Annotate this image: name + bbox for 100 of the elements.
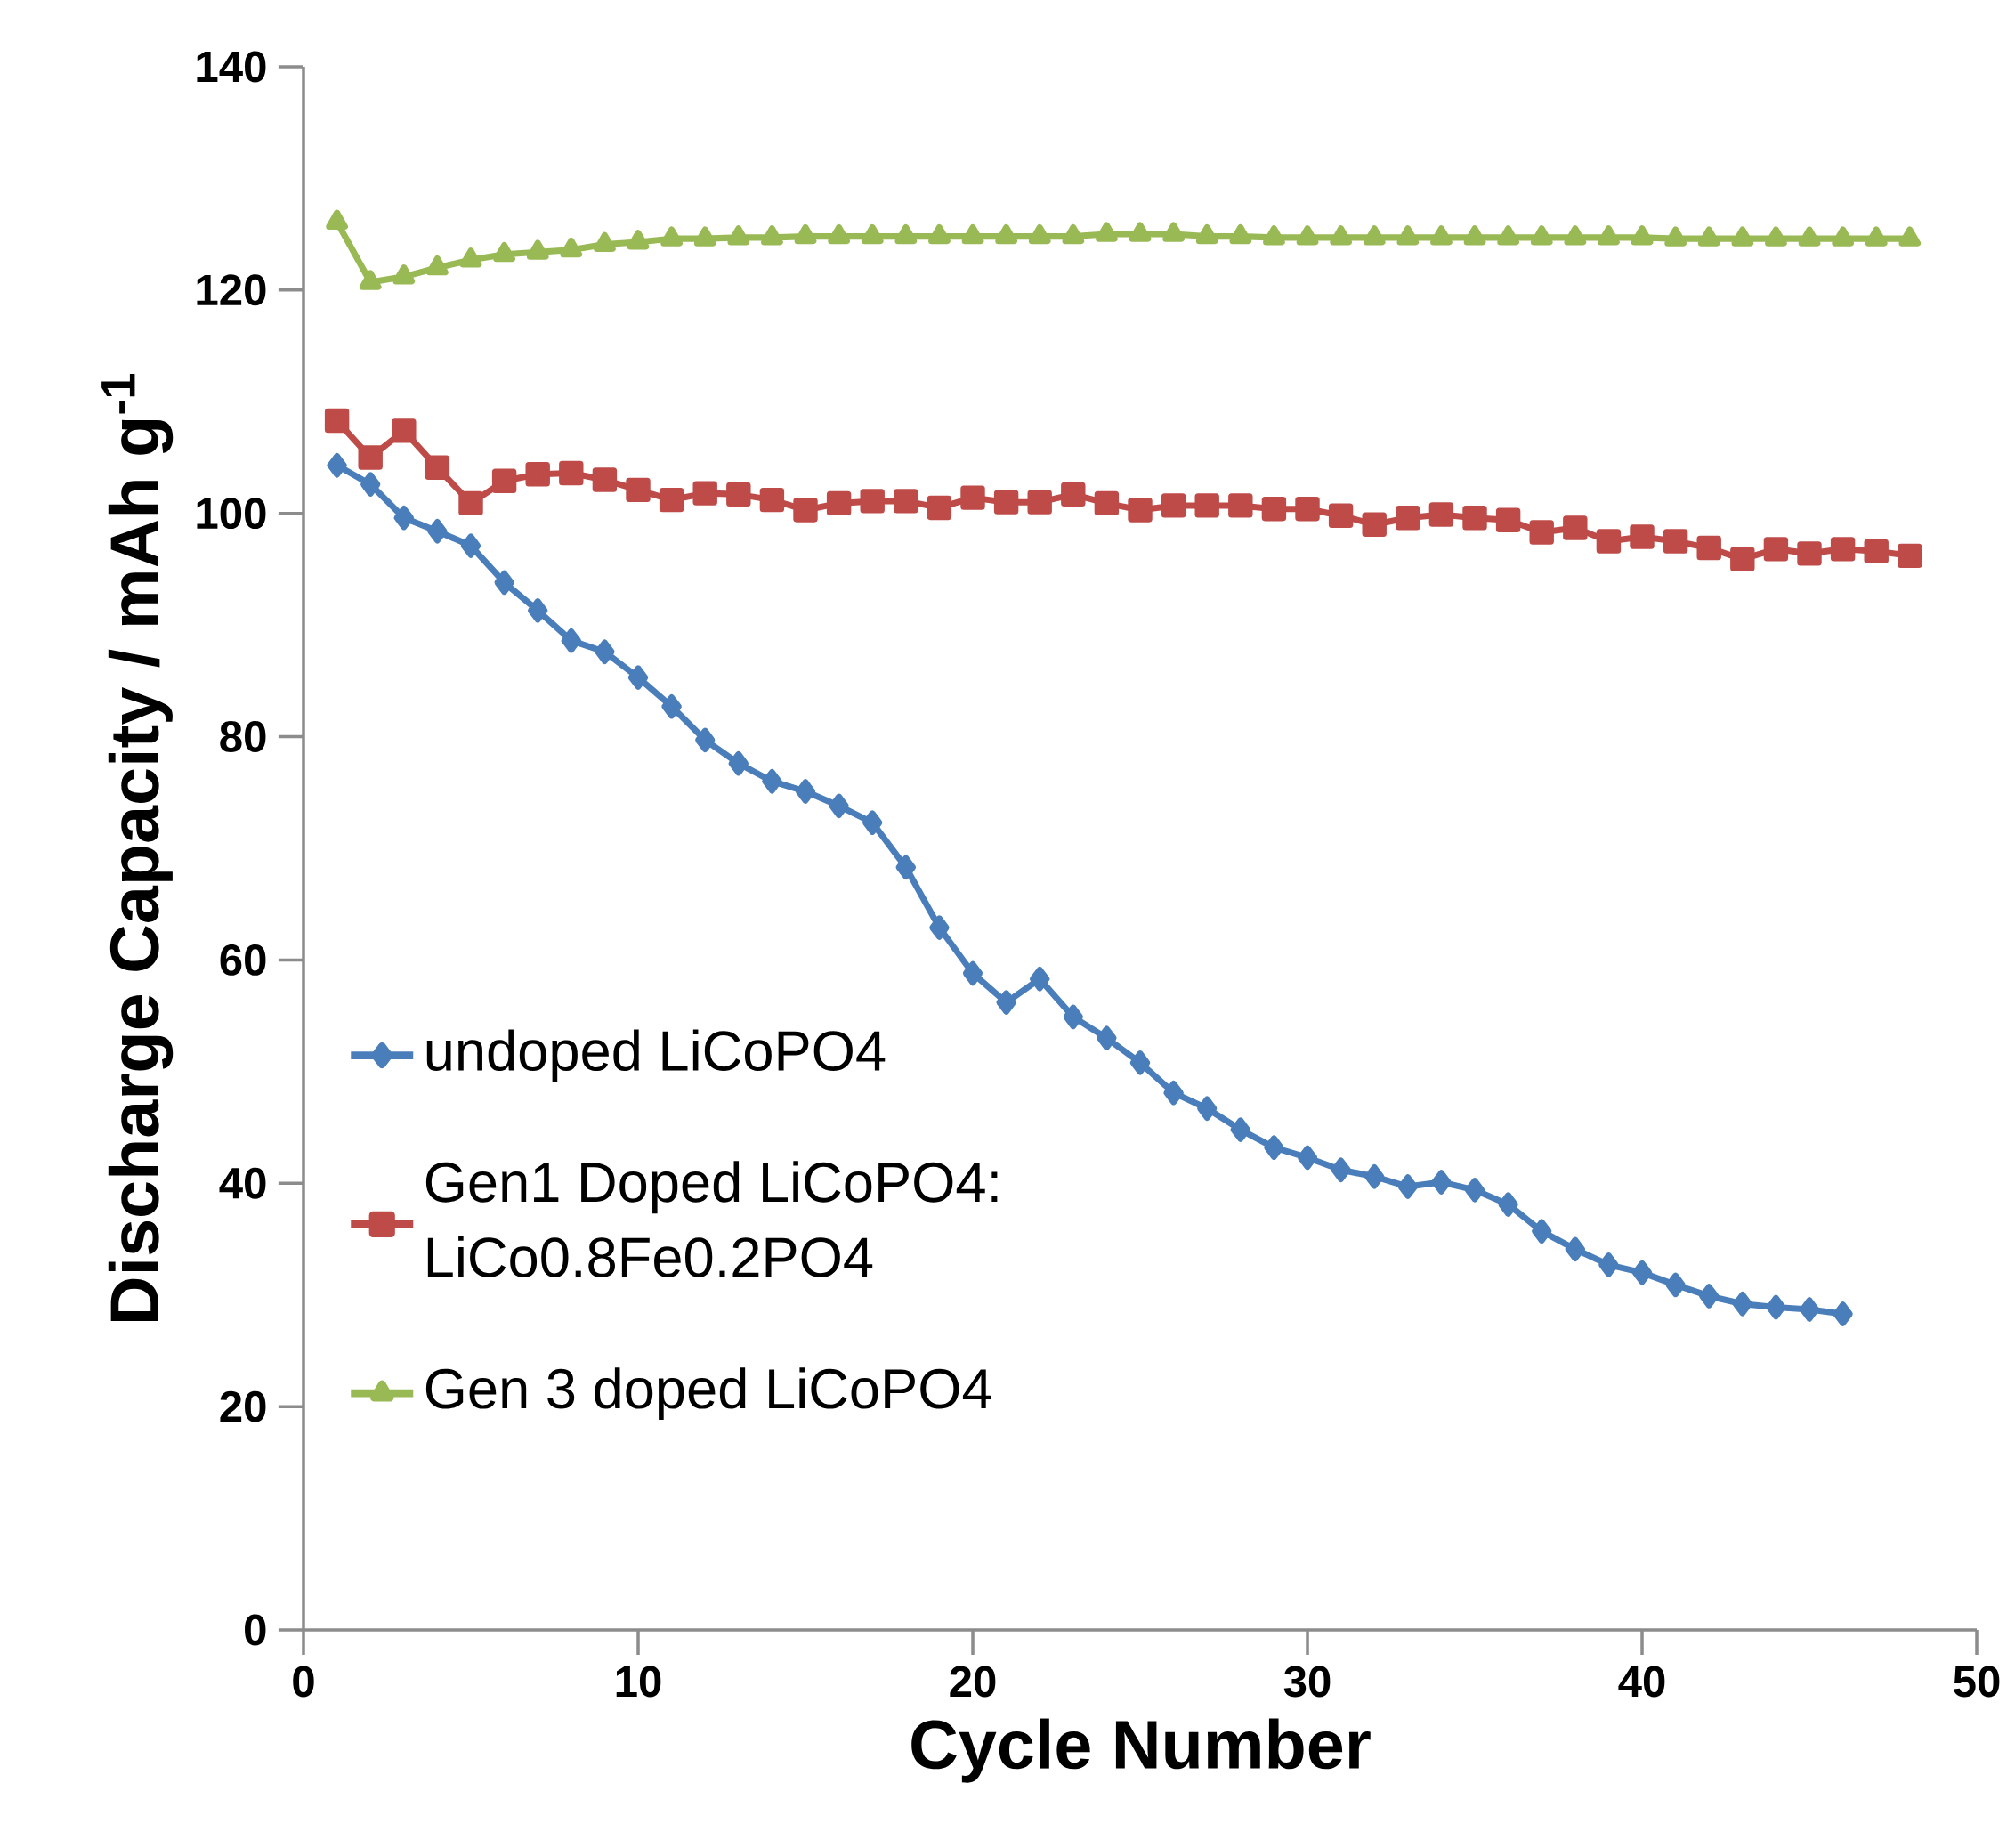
y-tick-label: 120: [197, 274, 266, 306]
x-tick-label: 20: [950, 1666, 996, 1698]
point: [1830, 537, 1856, 562]
point: [1833, 1301, 1853, 1326]
point: [1330, 225, 1352, 246]
point: [1898, 543, 1922, 569]
point: [895, 855, 916, 880]
point: [460, 533, 481, 558]
point: [1297, 1145, 1318, 1171]
point: [1596, 529, 1622, 554]
point: [1195, 223, 1218, 245]
point: [592, 467, 618, 492]
point: [1864, 539, 1889, 564]
point: [1798, 226, 1821, 247]
point: [794, 223, 817, 245]
point: [727, 225, 750, 246]
point: [894, 223, 918, 245]
point: [1598, 225, 1620, 246]
point: [1229, 223, 1252, 245]
point: [427, 519, 448, 544]
point: [426, 255, 449, 276]
point: [526, 239, 549, 260]
point: [1364, 1164, 1385, 1189]
point: [360, 472, 381, 497]
point: [1263, 225, 1285, 246]
point: [1664, 226, 1687, 247]
point: [1094, 490, 1120, 516]
y-axis-title: Discharge Capacity / mAh g$^{-1}$: [101, 373, 174, 1322]
point: [1096, 222, 1118, 242]
point: [1062, 223, 1085, 245]
point: [1161, 493, 1186, 518]
point: [595, 639, 615, 664]
point: [1497, 225, 1519, 246]
point: [1430, 225, 1453, 246]
point: [1128, 498, 1153, 523]
point: [728, 750, 749, 776]
point: [1464, 1178, 1485, 1203]
point: [793, 498, 818, 523]
point: [525, 462, 550, 487]
y-tick-label: 140: [197, 51, 266, 83]
point: [693, 226, 716, 247]
point: [559, 460, 584, 486]
x-tick-label: 10: [616, 1666, 661, 1698]
point: [826, 490, 852, 516]
point: [829, 793, 849, 819]
point: [1396, 225, 1420, 246]
point: [860, 489, 885, 514]
point: [661, 693, 682, 719]
point: [695, 727, 716, 753]
point: [493, 241, 515, 263]
point: [659, 487, 684, 513]
x-axis-title: Cycle Number: [911, 1718, 1371, 1783]
point: [358, 445, 383, 470]
y-tick-label: 40: [219, 1167, 266, 1199]
point: [1797, 541, 1822, 566]
point: [1763, 537, 1789, 562]
point: [692, 481, 717, 506]
point: [1295, 496, 1320, 522]
point: [627, 230, 650, 250]
point: [458, 490, 483, 516]
point: [326, 209, 348, 230]
point: [1865, 226, 1888, 247]
point: [1061, 482, 1086, 507]
point: [1631, 1260, 1653, 1285]
point: [660, 226, 683, 247]
x-tick-label: 40: [1618, 1666, 1665, 1698]
point: [1564, 225, 1587, 246]
point: [626, 477, 651, 503]
point: [359, 270, 382, 290]
point: [995, 223, 1017, 245]
point: [1765, 226, 1787, 247]
point: [894, 489, 918, 514]
point: [1799, 1297, 1820, 1322]
point: [1498, 1192, 1518, 1217]
point: [327, 453, 347, 478]
point: [759, 487, 785, 513]
point: [861, 223, 884, 245]
point: [627, 665, 649, 690]
point: [1530, 225, 1553, 246]
point: [1397, 1174, 1418, 1199]
x-tick-label: 30: [1283, 1666, 1331, 1698]
point: [862, 810, 883, 835]
point: [1732, 1292, 1752, 1317]
point: [1363, 225, 1386, 246]
point: [1630, 524, 1655, 549]
point: [1563, 515, 1588, 540]
point: [1396, 506, 1420, 531]
point: [1699, 1284, 1720, 1309]
point: [1766, 1294, 1786, 1320]
y-tick-label: 0: [245, 1614, 266, 1646]
point: [960, 485, 985, 510]
point: [996, 990, 1016, 1015]
point: [1832, 226, 1854, 247]
point: [494, 570, 514, 596]
point: [1162, 222, 1185, 242]
point: [795, 779, 816, 804]
point: [392, 264, 416, 285]
legend-label: Gen 3 doped LiCoPO4: [425, 1367, 991, 1421]
point: [1730, 547, 1755, 571]
point: [1027, 490, 1052, 515]
